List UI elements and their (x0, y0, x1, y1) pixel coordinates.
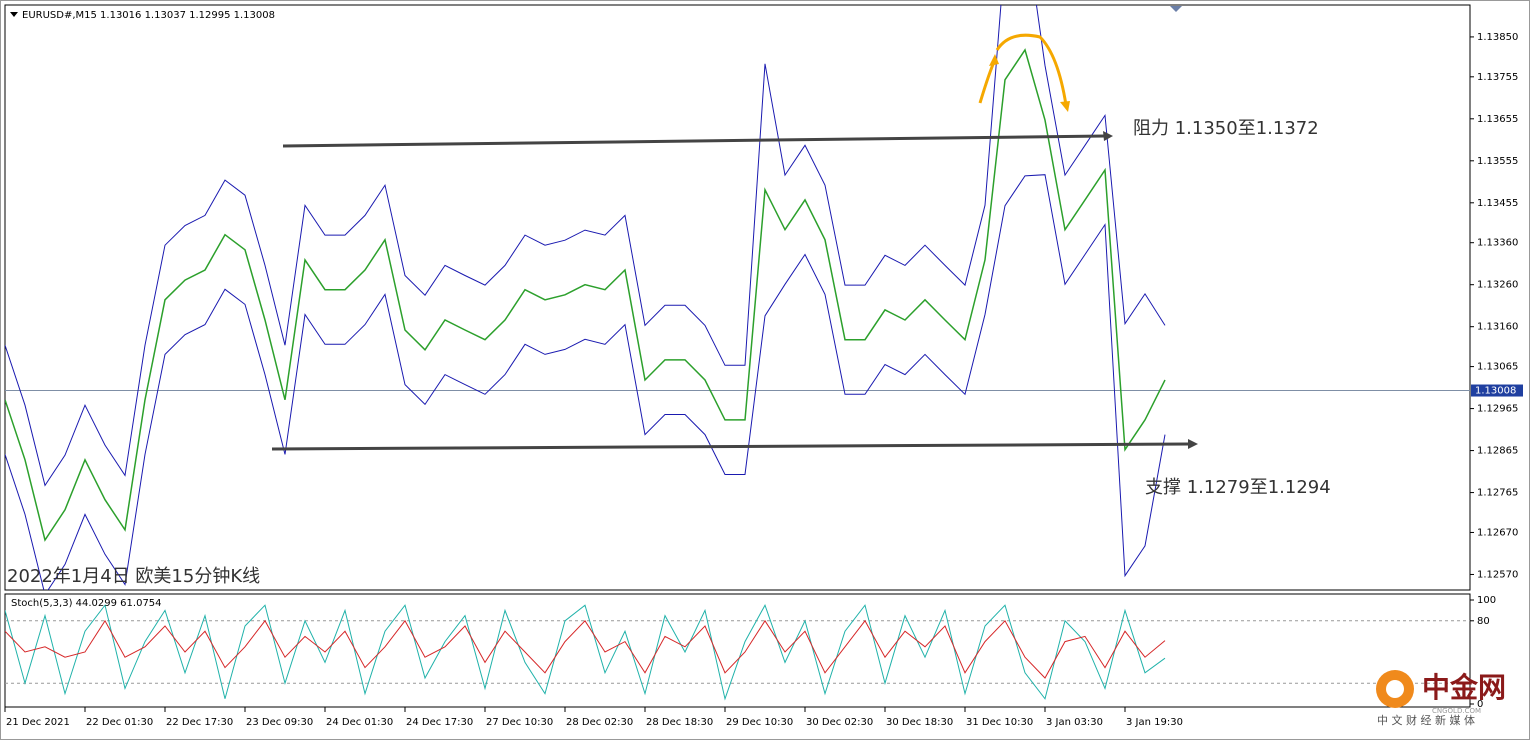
watermark-slogan: 中 文 财 经 新 媒 体 (1377, 713, 1475, 727)
y-tick-label: 100 (1477, 595, 1496, 606)
x-tick-label: 22 Dec 17:30 (166, 717, 233, 728)
y-tick-label: 1.13455 (1477, 198, 1518, 209)
x-tick-label: 3 Jan 03:30 (1046, 717, 1103, 728)
y-tick-label: 1.12670 (1477, 527, 1518, 538)
y-tick-label: 1.12765 (1477, 488, 1518, 499)
series-line (5, 619, 1166, 679)
plots: 1.13850 1.13755 1.13655 1.13555 1.13455 1.133… (4, 5, 1523, 728)
y-tick-label: 1.13160 (1477, 322, 1518, 333)
y-tick-label: 1.13755 (1477, 72, 1518, 83)
logo (1386, 680, 1404, 698)
arrow-head (989, 54, 999, 66)
x-tick-label: 21 Dec 2021 (6, 717, 70, 728)
y-tick-label: 1.12570 (1477, 569, 1518, 580)
series-line (5, 48, 1166, 542)
chart-title: EURUSD#,M15 1.13016 1.13037 1.12995 1.13… (22, 10, 275, 21)
x-tick-label: 3 Jan 19:30 (1126, 717, 1183, 728)
x-tick-label: 30 Dec 02:30 (806, 717, 873, 728)
y-tick-label: 1.12965 (1477, 404, 1518, 415)
x-tick-label: 24 Dec 17:30 (406, 717, 473, 728)
x-tick-label: 29 Dec 10:30 (726, 717, 793, 728)
marker (1170, 6, 1182, 12)
series-line (5, 603, 1166, 701)
x-tick-label: 24 Dec 01:30 (326, 717, 393, 728)
annotation: 阻力 1.1350至1.1372 (1133, 118, 1319, 139)
y-tick-label: 1.13065 (1477, 362, 1518, 373)
stoch-title: Stoch(5,3,3) 44.0299 61.0754 (11, 598, 162, 609)
x-tick-label: 28 Dec 18:30 (646, 717, 713, 728)
x-tick-label: 31 Dec 10:30 (966, 717, 1033, 728)
x-tick-label: 30 Dec 18:30 (886, 717, 953, 728)
y-tick-label: 1.13655 (1477, 114, 1518, 125)
last-price-box (1471, 384, 1523, 397)
watermark-name: 中金网 (1422, 671, 1506, 704)
annotation: 2022年1月4日 欧美15分钟K线 (7, 566, 260, 587)
main-panel (4, 4, 1471, 591)
series-line (5, 5, 1166, 487)
y-tick-label: 0 (1477, 699, 1483, 710)
y-tick-label: 80 (1477, 616, 1490, 627)
arrow-head (1103, 131, 1113, 141)
arrow-head (1188, 439, 1198, 449)
y-tick-label: 1.12865 (1477, 446, 1518, 457)
series-line (5, 174, 1166, 590)
y-tick-label: 1.13555 (1477, 156, 1518, 167)
x-tick-label: 27 Dec 10:30 (486, 717, 553, 728)
y-tick-label: 1.13360 (1477, 238, 1518, 249)
orange-arrow (995, 33, 1068, 106)
resistance-line (282, 134, 1106, 148)
y-tick-label: 1.13850 (1477, 32, 1518, 43)
arrow-head (1060, 101, 1070, 112)
x-tick-label: 23 Dec 09:30 (246, 717, 313, 728)
stoch-panel (4, 593, 1471, 708)
menu-icon (10, 12, 18, 17)
y-tick-label: 1.13260 (1477, 280, 1518, 291)
annotation: 支撑 1.1279至1.1294 (1145, 477, 1331, 498)
watermark-site: CNGOLD.COM (1432, 707, 1481, 715)
x-tick-label: 22 Dec 01:30 (86, 717, 153, 728)
support-line (271, 442, 1191, 451)
x-tick-label: 28 Dec 02:30 (566, 717, 633, 728)
last-price-label: 1.13008 (1475, 386, 1516, 397)
